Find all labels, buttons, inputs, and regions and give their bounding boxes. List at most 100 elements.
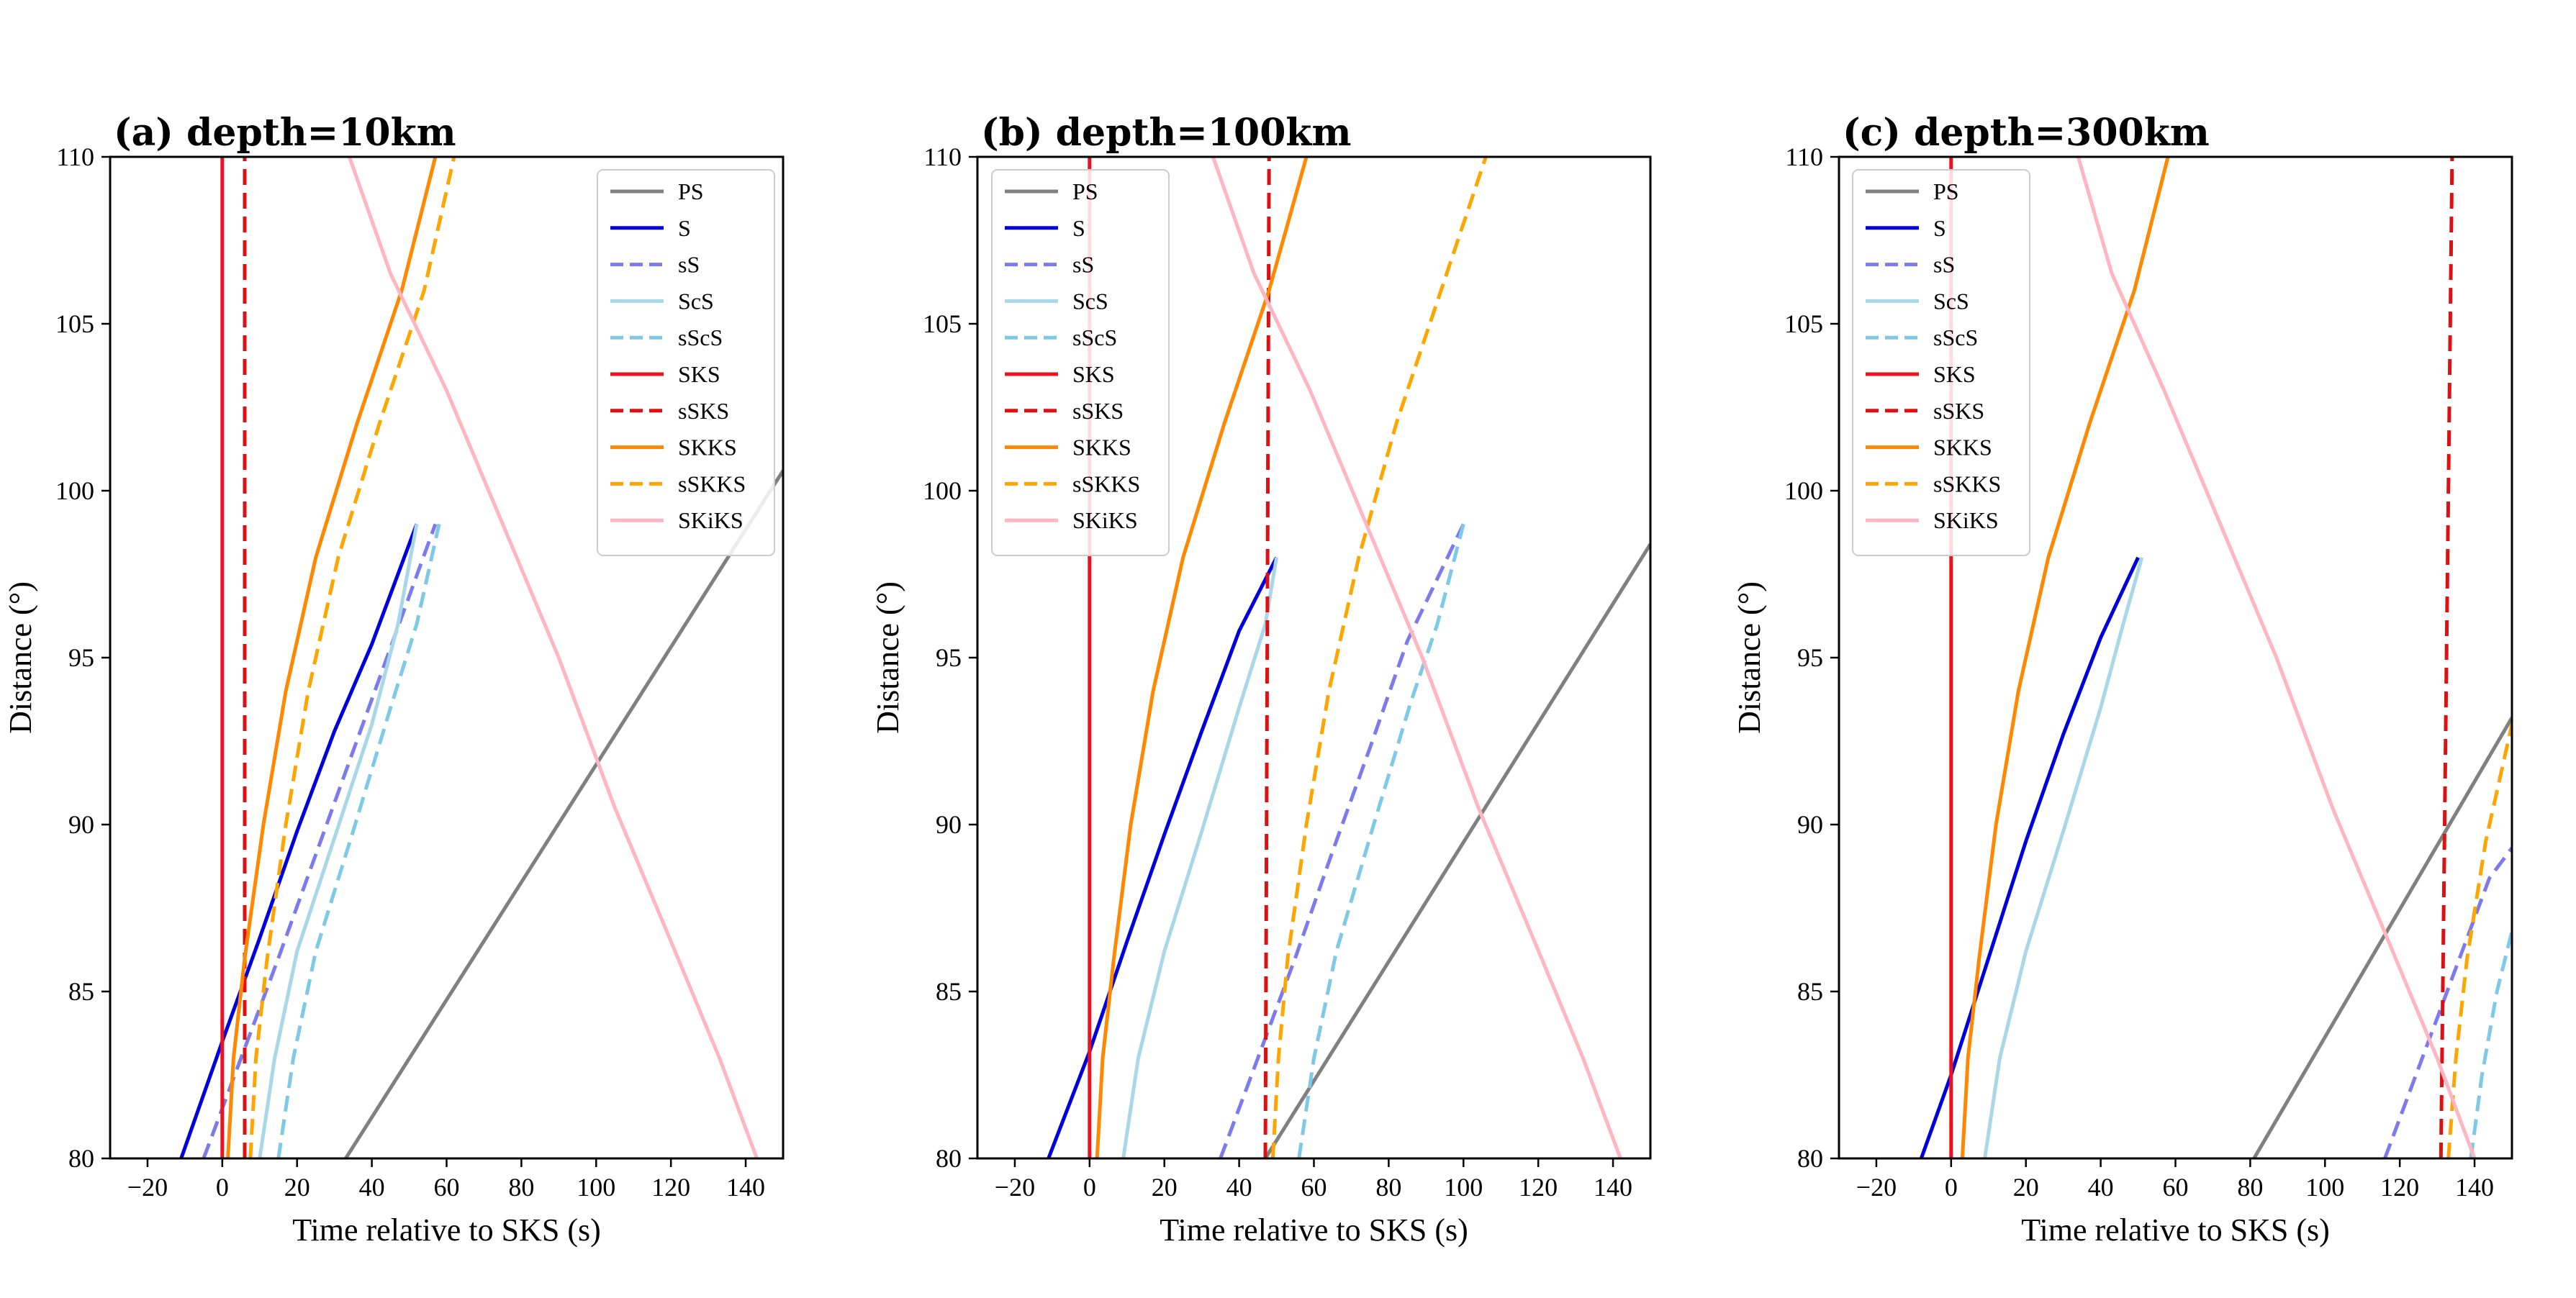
legend-label-s: S — [1933, 215, 1946, 241]
x-axis-label: Time relative to SKS (s) — [292, 1212, 601, 1248]
x-tick-label: 40 — [359, 1173, 385, 1202]
panel-2: −20 0 20 40 60 80 100 120 140 80 85 90 95 100 105 110 (b… — [870, 111, 1652, 1248]
series-ss-line — [202, 523, 438, 1158]
series-sskks-line — [248, 157, 456, 1158]
y-axis-label: Distance (°) — [1732, 581, 1767, 734]
y-tick-label: 110 — [1785, 142, 1823, 171]
series-skiks-line — [1211, 157, 1622, 1158]
series-skks-line — [1960, 157, 2170, 1158]
legend-label-ps: PS — [1933, 178, 1959, 204]
series-ss-line — [1219, 523, 1465, 1158]
x-tick-label: 140 — [2455, 1173, 2494, 1202]
legend-label-scs: ScS — [1072, 288, 1108, 314]
legend-label-sks: SKS — [678, 361, 720, 387]
y-tick-label: 95 — [68, 643, 94, 672]
y-tick-label: 85 — [1797, 977, 1823, 1006]
x-tick-label: 80 — [1375, 1173, 1401, 1202]
y-tick-label: 105 — [55, 309, 94, 338]
legend-label-skiks: SKiKS — [1933, 507, 1999, 533]
legend-label-sskks: sSKKS — [1933, 471, 2001, 496]
legend-label-skks: SKKS — [1933, 435, 1992, 460]
y-tick-label: 105 — [1784, 309, 1823, 338]
series-ssks-line — [1263, 157, 1271, 1158]
legend-label-ssks: sSKS — [1933, 398, 1984, 424]
y-tick-label: 100 — [55, 476, 94, 505]
x-axis-label: Time relative to SKS (s) — [2021, 1212, 2330, 1248]
x-tick-label: 140 — [726, 1173, 765, 1202]
series-ps-line — [2252, 717, 2512, 1158]
series-skks-line — [1095, 157, 1309, 1158]
legend-label-sscs: sScS — [1072, 324, 1117, 350]
series-scs-line — [1121, 557, 1279, 1158]
panel-title: (b) depth=100km — [981, 111, 1351, 155]
legend-label-sks: SKS — [1072, 361, 1115, 387]
x-tick-label: 20 — [2013, 1173, 2039, 1202]
x-tick-label: 40 — [2088, 1173, 2114, 1202]
x-tick-label: 120 — [1519, 1173, 1558, 1202]
legend-label-skks: SKKS — [1072, 435, 1131, 460]
series-skks-line — [226, 157, 438, 1158]
series-layer — [1919, 157, 2512, 1158]
x-tick-label: 20 — [284, 1173, 310, 1202]
y-tick-label: 90 — [68, 810, 94, 839]
y-tick-label: 95 — [1797, 643, 1823, 672]
series-ps-line — [1263, 543, 1650, 1158]
y-axis-label: Distance (°) — [870, 581, 905, 734]
series-scs-line — [1983, 557, 2144, 1158]
series-scs-line — [258, 523, 419, 1158]
y-tick-label: 110 — [56, 142, 94, 171]
x-tick-label: 120 — [651, 1173, 690, 1202]
x-tick-label: 100 — [577, 1173, 615, 1202]
legend: PS SsS ScS sScS SKS sSKS SKKS sSKKS SKiKS — [1852, 169, 2030, 556]
x-tick-label: 80 — [508, 1173, 534, 1202]
legend-label-scs: ScS — [678, 288, 714, 314]
panel-title: (c) depth=300km — [1843, 111, 2210, 155]
legend-label-scs: ScS — [1933, 288, 1969, 314]
series-sskks-line — [2446, 724, 2512, 1158]
y-axis-label: Distance (°) — [3, 581, 38, 734]
series-sscs-line — [1297, 523, 1465, 1158]
series-ss-line — [2383, 847, 2512, 1158]
x-tick-label: 0 — [1083, 1173, 1096, 1202]
legend-label-ps: PS — [1072, 178, 1098, 204]
legend-label-ss: sS — [678, 252, 700, 278]
x-axis-label: Time relative to SKS (s) — [1160, 1212, 1468, 1248]
x-tick-label: 20 — [1152, 1173, 1178, 1202]
y-tick-label: 95 — [936, 643, 962, 672]
panel-3: −20 0 20 40 60 80 100 120 140 80 85 90 95 100 105 110 (c… — [1732, 111, 2513, 1248]
series-sscs-line — [276, 523, 441, 1158]
y-tick-label: 110 — [923, 142, 962, 171]
panel-title: (a) depth=10km — [114, 111, 456, 155]
x-tick-label: −20 — [995, 1173, 1035, 1202]
legend-label-sscs: sScS — [1933, 324, 1978, 350]
y-tick-label: 90 — [1797, 810, 1823, 839]
series-ps-line — [344, 469, 783, 1158]
legend-label-ss: sS — [1072, 252, 1094, 278]
y-tick-label: 100 — [923, 476, 962, 505]
x-tick-label: 60 — [1301, 1173, 1327, 1202]
y-tick-label: 100 — [1784, 476, 1823, 505]
legend-label-ssks: sSKS — [1072, 398, 1124, 424]
y-tick-label: 85 — [936, 977, 962, 1006]
x-tick-label: −20 — [127, 1173, 168, 1202]
y-tick-label: 85 — [68, 977, 94, 1006]
series-skiks-line — [348, 157, 759, 1158]
x-tick-label: 0 — [216, 1173, 229, 1202]
legend-label-s: S — [678, 215, 691, 241]
x-tick-label: 40 — [1226, 1173, 1252, 1202]
legend-label-skiks: SKiKS — [678, 507, 744, 533]
x-tick-label: 140 — [1594, 1173, 1632, 1202]
series-sscs-line — [2469, 930, 2512, 1158]
legend-label-skks: SKKS — [678, 435, 737, 460]
series-s-line — [179, 523, 419, 1158]
series-ssks-line — [2439, 157, 2454, 1158]
x-tick-label: 120 — [2380, 1173, 2419, 1202]
x-tick-label: 100 — [1444, 1173, 1483, 1202]
legend-label-sscs: sScS — [678, 324, 723, 350]
legend: PS SsS ScS sScS SKS sSKS SKKS sSKKS SKiKS — [597, 169, 775, 556]
series-sskks-line — [1270, 157, 1488, 1158]
x-tick-label: 100 — [2305, 1173, 2344, 1202]
legend: PS SsS ScS sScS SKS sSKS SKKS sSKKS SKiKS — [991, 169, 1170, 556]
legend-label-ss: sS — [1933, 252, 1955, 278]
